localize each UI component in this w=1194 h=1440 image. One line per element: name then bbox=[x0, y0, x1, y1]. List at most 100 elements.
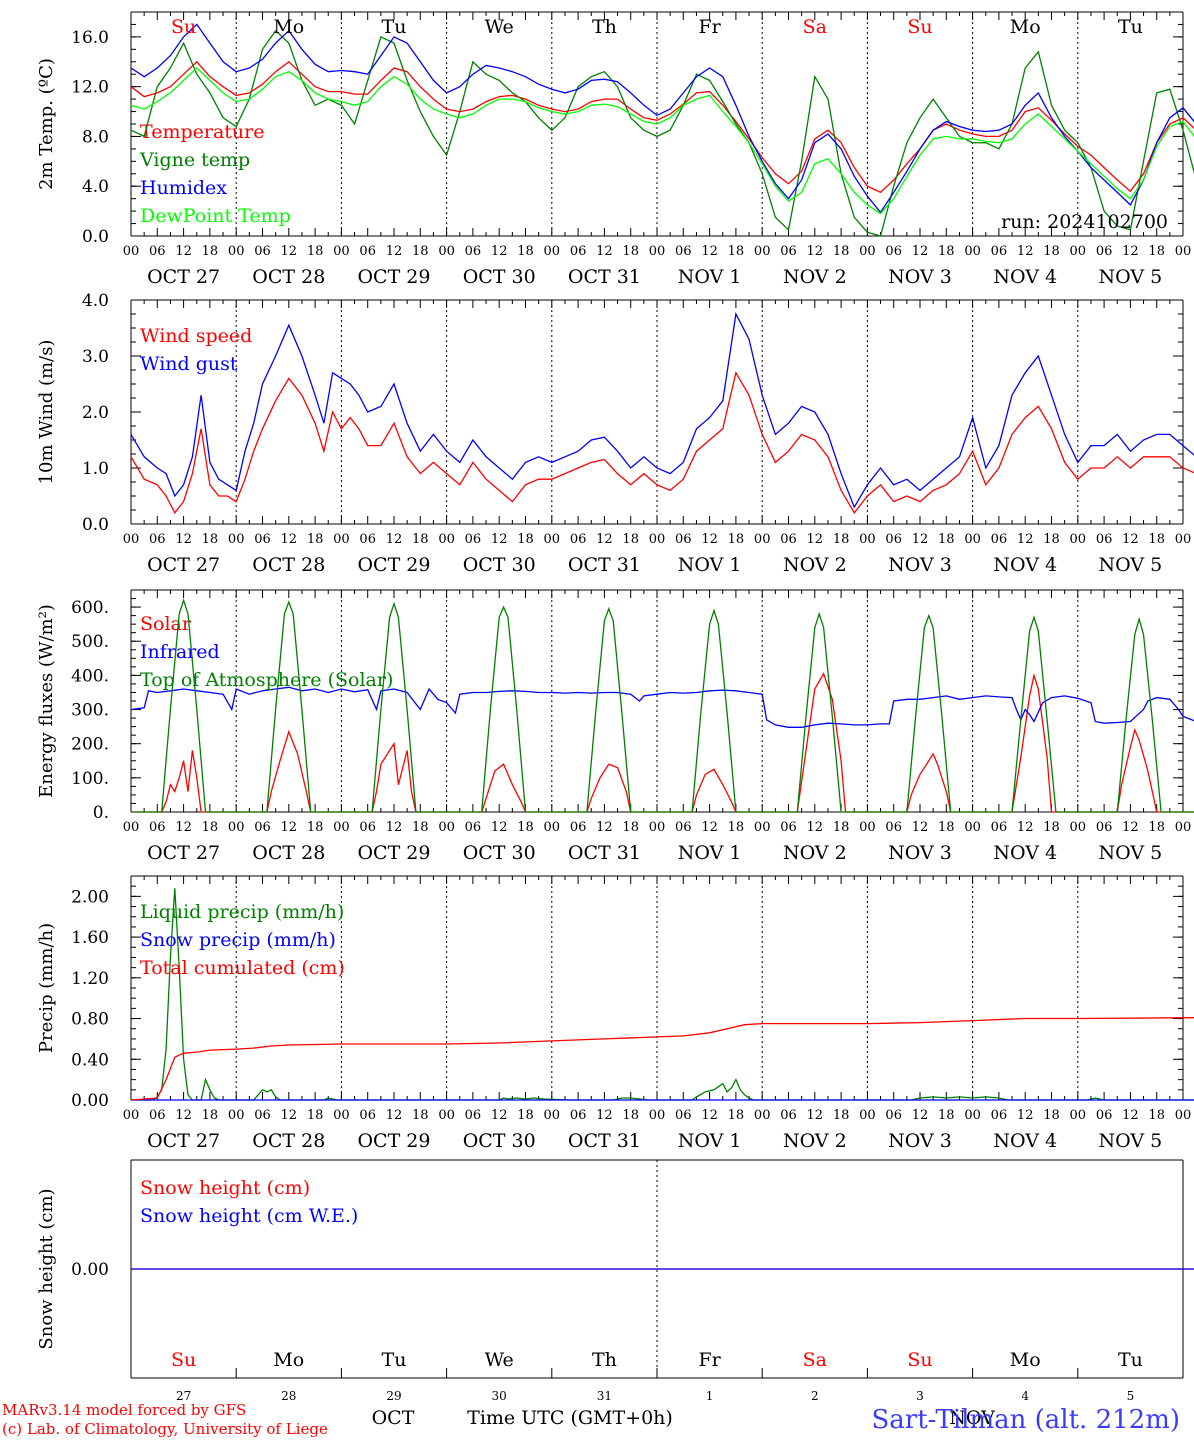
x-tick-label: 18 bbox=[517, 532, 534, 547]
x-tick-label: 12 bbox=[386, 532, 403, 547]
x-tick-label: 06 bbox=[254, 532, 271, 547]
x-tick-label: 00 bbox=[859, 1108, 876, 1123]
x-tick-label: 12 bbox=[386, 820, 403, 835]
x-tick-label: 12 bbox=[1017, 820, 1034, 835]
x-tick-label: 18 bbox=[938, 532, 955, 547]
series-line-solar bbox=[131, 672, 1194, 813]
date-label: NOV 5 bbox=[1099, 554, 1163, 576]
weekday-label: Mo bbox=[1010, 1349, 1041, 1371]
x-tick-label: 06 bbox=[780, 244, 797, 259]
date-label: NOV 2 bbox=[783, 1130, 847, 1152]
x-tick-label: 12 bbox=[175, 532, 192, 547]
x-tick-label: 12 bbox=[912, 244, 929, 259]
y-axis-label: Snow height (cm) bbox=[36, 1188, 57, 1349]
x-tick-label: 18 bbox=[938, 820, 955, 835]
y-tick-label: 4.0 bbox=[82, 177, 109, 197]
x-tick-label: 18 bbox=[728, 532, 745, 547]
x-tick-label: 12 bbox=[1122, 244, 1139, 259]
x-tick-label: 18 bbox=[412, 532, 429, 547]
x-tick-label: 12 bbox=[1017, 1108, 1034, 1123]
date-label: OCT 27 bbox=[147, 1130, 220, 1152]
day-number: 4 bbox=[1021, 1389, 1029, 1403]
x-tick-label: 12 bbox=[807, 532, 824, 547]
weekday-label: Tu bbox=[1118, 1349, 1143, 1371]
weekday-label: Sa bbox=[803, 1349, 827, 1371]
series-line-humidex bbox=[130, 23, 1194, 214]
x-tick-label: 18 bbox=[938, 244, 955, 259]
day-number: 2 bbox=[811, 1389, 819, 1403]
x-tick-label: 00 bbox=[544, 820, 561, 835]
series-line-total-cumulated-cm- bbox=[130, 1017, 1194, 1101]
legend-entry: Humidex bbox=[140, 177, 227, 199]
x-tick-label: 18 bbox=[833, 532, 850, 547]
y-tick-label: 0.0 bbox=[82, 227, 109, 247]
x-tick-label: 18 bbox=[833, 1108, 850, 1123]
x-tick-label: 12 bbox=[491, 244, 508, 259]
x-tick-label: 00 bbox=[649, 244, 666, 259]
x-tick-label: 06 bbox=[991, 1108, 1008, 1123]
x-tick-label: 18 bbox=[938, 1108, 955, 1123]
x-tick-label: 00 bbox=[1070, 1108, 1087, 1123]
y-tick-label: 4.0 bbox=[82, 291, 109, 311]
x-tick-label: 06 bbox=[570, 532, 587, 547]
y-tick-label: 200. bbox=[71, 735, 109, 755]
x-tick-label: 06 bbox=[254, 820, 271, 835]
legend-entry: Wind gust bbox=[140, 353, 238, 375]
weekday-label: Th bbox=[592, 1349, 617, 1371]
legend-entry: DewPoint Temp bbox=[140, 205, 291, 227]
x-tick-label: 12 bbox=[281, 532, 298, 547]
day-number: 28 bbox=[281, 1389, 296, 1403]
x-tick-label: 00 bbox=[1070, 820, 1087, 835]
x-tick-label: 00 bbox=[544, 244, 561, 259]
x-tick-label: 12 bbox=[1017, 532, 1034, 547]
y-tick-label: 600. bbox=[71, 598, 109, 618]
date-label: NOV 3 bbox=[888, 554, 952, 576]
x-tick-label: 18 bbox=[307, 820, 324, 835]
weekday-label: Th bbox=[592, 16, 617, 38]
x-tick-label: 00 bbox=[123, 820, 140, 835]
weekday-label: Mo bbox=[273, 16, 304, 38]
date-label: OCT 31 bbox=[568, 1130, 641, 1152]
y-tick-label: 0.00 bbox=[71, 1091, 109, 1111]
x-tick-label: 00 bbox=[228, 1108, 245, 1123]
date-label: OCT 31 bbox=[568, 554, 641, 576]
x-tick-label: 12 bbox=[596, 820, 613, 835]
x-tick-label: 12 bbox=[491, 820, 508, 835]
x-tick-label: 06 bbox=[359, 532, 376, 547]
x-tick-label: 12 bbox=[596, 532, 613, 547]
weekday-label: Mo bbox=[1010, 16, 1041, 38]
date-label: OCT 31 bbox=[568, 842, 641, 864]
day-number: 5 bbox=[1127, 1389, 1135, 1403]
run-label: run: 2024102700 bbox=[1001, 211, 1168, 233]
x-tick-label: 00 bbox=[649, 532, 666, 547]
x-tick-label: 06 bbox=[1096, 1108, 1113, 1123]
x-tick-label: 00 bbox=[1175, 532, 1192, 547]
legend-entry: Snow precip (mm/h) bbox=[140, 929, 336, 951]
x-tick-label: 00 bbox=[438, 1108, 455, 1123]
x-tick-label: 06 bbox=[570, 244, 587, 259]
x-tick-label: 12 bbox=[701, 532, 718, 547]
date-label: NOV 1 bbox=[678, 266, 742, 288]
x-tick-label: 00 bbox=[544, 532, 561, 547]
x-tick-label: 06 bbox=[991, 820, 1008, 835]
series-line-dewpoint-temp bbox=[130, 67, 1194, 215]
x-tick-label: 06 bbox=[885, 820, 902, 835]
y-tick-label: 2.0 bbox=[82, 403, 109, 423]
x-tick-label: 18 bbox=[728, 244, 745, 259]
date-label: OCT 28 bbox=[252, 842, 325, 864]
x-tick-label: 12 bbox=[175, 1108, 192, 1123]
x-tick-label: 18 bbox=[307, 532, 324, 547]
x-tick-label: 06 bbox=[1096, 532, 1113, 547]
y-tick-label: 0.40 bbox=[71, 1050, 109, 1070]
x-tick-label: 12 bbox=[281, 244, 298, 259]
x-tick-label: 06 bbox=[1096, 244, 1113, 259]
weekday-label: Tu bbox=[382, 16, 407, 38]
weekday-label: We bbox=[485, 1349, 514, 1371]
date-label: NOV 4 bbox=[993, 842, 1057, 864]
x-tick-label: 06 bbox=[885, 1108, 902, 1123]
x-tick-label: 18 bbox=[517, 244, 534, 259]
y-tick-label: 500. bbox=[71, 632, 109, 652]
x-tick-label: 00 bbox=[649, 1108, 666, 1123]
date-label: NOV 2 bbox=[783, 842, 847, 864]
x-tick-label: 12 bbox=[701, 244, 718, 259]
